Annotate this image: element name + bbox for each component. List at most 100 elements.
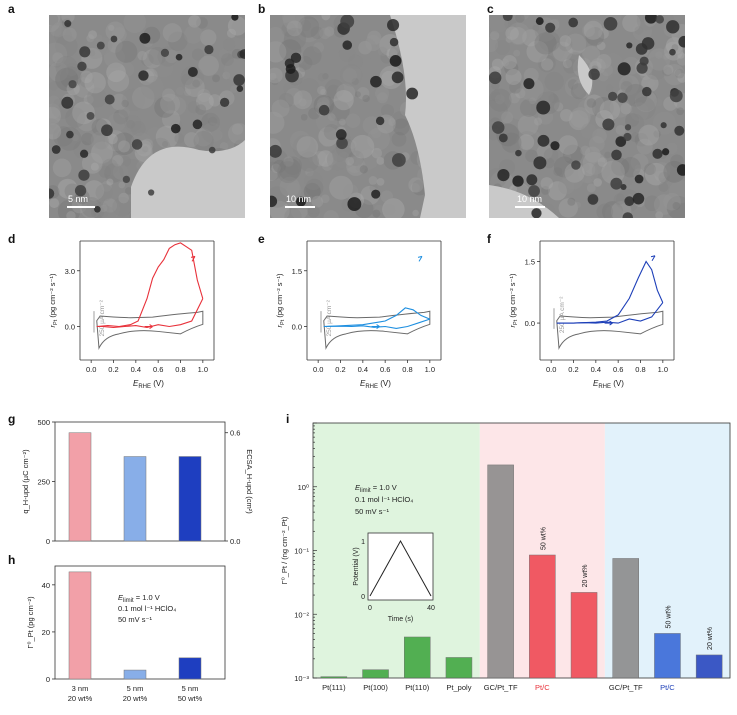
nanoparticle	[545, 22, 556, 33]
tem-texture	[290, 138, 298, 145]
nanoparticle	[533, 156, 547, 170]
tem-texture	[517, 114, 539, 136]
inset-x-tick-label: 40	[427, 605, 435, 612]
tem-texture	[200, 29, 217, 46]
bar	[362, 669, 389, 679]
tem-texture	[654, 170, 665, 182]
nanoparticle	[66, 130, 74, 139]
tem-texture	[66, 210, 76, 218]
tem-texture	[120, 155, 131, 167]
tem-texture	[273, 159, 286, 173]
tem-texture	[543, 157, 555, 169]
tem-texture	[104, 163, 124, 183]
tem-image-a	[49, 15, 245, 218]
nanoparticle	[64, 20, 72, 28]
tem-texture	[329, 175, 354, 200]
tem-texture	[219, 142, 229, 151]
y-tick-label: 0.0	[65, 323, 75, 332]
tem-texture	[196, 17, 208, 29]
x-tick-label: 0.4	[591, 365, 601, 374]
tem-texture	[222, 38, 236, 51]
nanoparticle	[642, 86, 652, 97]
tem-texture	[559, 35, 572, 47]
y-right-tick-label: 0.0	[230, 537, 240, 546]
tem-texture	[515, 88, 526, 99]
tem-texture	[502, 54, 517, 70]
nanoparticle	[636, 62, 648, 74]
bar-label: 20 wt%	[707, 627, 714, 650]
tem-texture	[648, 48, 671, 71]
tem-texture	[347, 140, 357, 149]
tem-texture	[321, 96, 330, 105]
tem-texture	[283, 27, 307, 50]
tem-texture	[597, 62, 615, 80]
tem-texture	[303, 171, 323, 191]
tem-texture	[118, 192, 129, 204]
tem-texture	[513, 49, 521, 57]
tem-texture	[123, 15, 147, 34]
tem-texture	[507, 96, 532, 121]
tem-texture	[49, 118, 60, 135]
x-axis-label: ERHE (V)	[593, 379, 624, 390]
tem-texture	[271, 99, 290, 118]
tem-texture	[622, 15, 641, 33]
tem-texture	[668, 180, 685, 204]
tem-texture	[329, 100, 350, 122]
scan-direction-arrow	[650, 255, 656, 262]
tem-texture	[548, 93, 558, 103]
nanoparticle	[644, 15, 658, 24]
nanoparticle	[669, 89, 683, 103]
tem-texture	[582, 162, 596, 177]
tem-texture	[532, 24, 540, 32]
dissolution-cathodic	[96, 298, 204, 329]
tem-texture	[49, 42, 68, 67]
tem-texture	[208, 94, 222, 107]
bar-chart-g: 0 250 500 0.0 0.6 q_H-upd (µC cm⁻²) ECSA_H-upd…	[21, 418, 254, 546]
x-tick-label: 1.0	[425, 365, 435, 374]
tem-texture	[270, 168, 278, 181]
bar-label: 20 wt%	[582, 564, 589, 587]
tem-texture	[489, 99, 508, 123]
tem-texture	[620, 157, 641, 178]
tem-texture	[380, 190, 394, 203]
tem-texture	[529, 97, 537, 105]
tem-texture	[300, 19, 312, 31]
bar	[487, 464, 514, 679]
x-tick-label: 0.4	[131, 365, 141, 374]
tem-texture	[345, 156, 366, 177]
tem-texture	[122, 88, 145, 112]
nanoparticle	[270, 195, 278, 208]
bar	[123, 669, 147, 680]
nanoparticle	[79, 46, 91, 58]
tem-texture	[112, 164, 129, 180]
tem-texture	[596, 53, 612, 69]
tem-texture	[153, 56, 174, 78]
tem-texture	[57, 200, 81, 218]
tem-texture	[672, 15, 685, 21]
tem-texture	[581, 163, 590, 172]
tem-texture	[310, 26, 324, 40]
tem-texture	[534, 117, 543, 126]
tem-texture	[351, 77, 359, 85]
tem-texture	[565, 33, 587, 55]
tem-texture	[207, 107, 227, 127]
tem-texture	[88, 49, 96, 57]
tem-texture	[636, 138, 653, 155]
x-tick-label: 0.8	[175, 365, 185, 374]
tem-texture	[630, 153, 649, 172]
nanoparticle	[550, 141, 560, 151]
tem-texture	[368, 176, 378, 185]
tem-texture	[61, 15, 75, 24]
category-label: Pt_poly	[446, 683, 471, 692]
tem-texture	[226, 28, 237, 38]
tem-texture	[552, 41, 573, 62]
tem-texture	[658, 182, 669, 192]
tem-texture	[91, 141, 113, 164]
panel-letter-a: a	[8, 2, 15, 16]
category-label: GC/Pt_TF	[609, 683, 643, 692]
category-label: 20 wt%	[123, 694, 148, 703]
tem-texture	[278, 158, 302, 181]
tem-texture	[92, 201, 110, 218]
bar	[68, 571, 92, 680]
